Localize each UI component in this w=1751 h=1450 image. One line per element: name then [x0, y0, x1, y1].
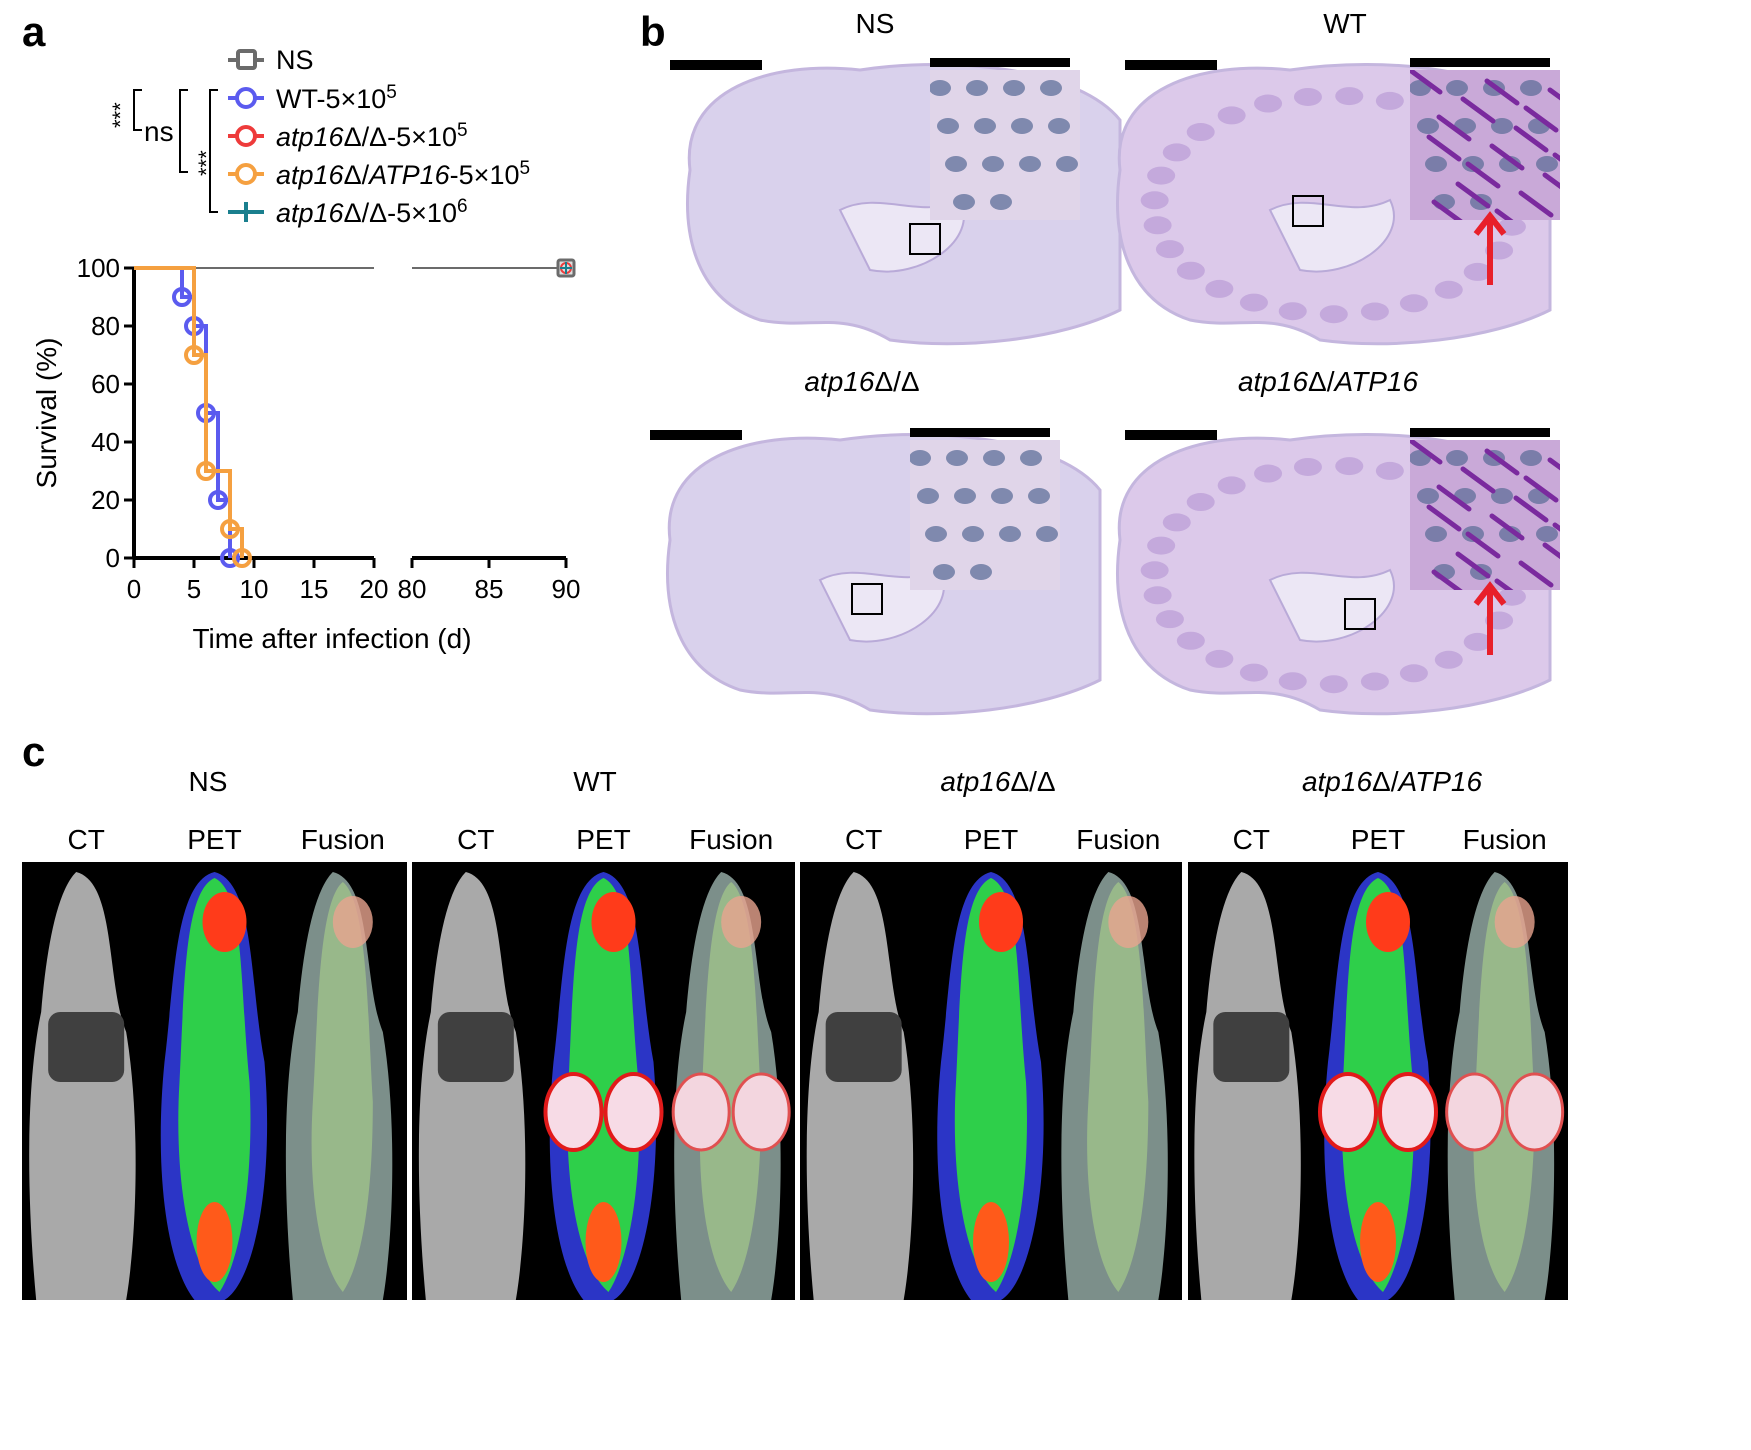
inset-scale-bar: [1410, 58, 1550, 67]
significance-ns: ns: [144, 116, 174, 147]
modality-label: PET: [1350, 824, 1406, 855]
modality-label: Fusion: [300, 824, 385, 855]
modality-label: PET: [963, 824, 1019, 855]
x-tick-label: 90: [552, 574, 581, 604]
modality-label: CT: [457, 824, 495, 855]
red-arrow-icon: [1473, 211, 1507, 285]
red-arrow-icon: [1473, 581, 1507, 655]
y-axis-label: Survival (%): [31, 338, 62, 489]
survival-chart: 0 20 40 60 80 100 0 5 10 15 20 80 85 90 Time after inf…: [31, 253, 581, 654]
x-tick-label: 10: [240, 574, 269, 604]
y-tick-label: 0: [106, 543, 120, 573]
legend-marker-icon: [228, 163, 264, 185]
legend-item: WT-5×105: [226, 80, 397, 116]
y-tick-label: 60: [91, 369, 120, 399]
x-tick-label: 15: [300, 574, 329, 604]
legend-marker-icon: [228, 87, 264, 109]
pet-group-title: NS: [188, 766, 228, 797]
y-tick-label: 40: [91, 427, 120, 457]
histology-title: NS: [855, 8, 895, 39]
x-tick-label: 5: [187, 574, 201, 604]
pet-ct-image: [1188, 862, 1568, 1300]
pet-ct-image: [22, 862, 407, 1300]
legend-marker-icon: [228, 125, 264, 147]
pet-group-title: WT: [573, 766, 617, 797]
modality-label: PET: [576, 824, 631, 855]
modality-label: Fusion: [689, 824, 774, 855]
modality-label: Fusion: [1462, 824, 1547, 855]
x-axis-label: Time after infection (d): [192, 623, 471, 654]
histology-title: atp16Δ/Δ: [804, 366, 920, 397]
legend-item: atp16Δ/Δ-5×106: [226, 194, 468, 230]
histology-inset-image: [1410, 440, 1560, 590]
data-point: [220, 519, 240, 539]
panel-label-a: a: [22, 8, 46, 55]
legend-item: atp16Δ/ATP16-5×105: [226, 156, 530, 192]
legend-label: atp16Δ/Δ-5×106: [276, 195, 468, 228]
significance-brackets: [133, 89, 218, 213]
x-tick-label: 85: [475, 574, 504, 604]
histology-title: atp16Δ/ATP16: [1237, 366, 1419, 397]
x-tick-label: 80: [398, 574, 427, 604]
significance-star-1: ***: [108, 102, 133, 128]
modality-label: CT: [1232, 824, 1270, 855]
data-point: [196, 461, 216, 481]
histology-title: WT: [1323, 8, 1367, 39]
legend-item: atp16Δ/Δ-5×105: [226, 118, 468, 154]
series-step-line: [134, 266, 244, 558]
pet-group-title: atp16Δ/ATP16: [1301, 766, 1483, 797]
scale-bar: [650, 430, 742, 440]
legend-marker-icon: [228, 202, 264, 222]
data-point: [208, 490, 228, 510]
legend-label: atp16Δ/ATP16-5×105: [276, 157, 531, 190]
x-tick-label: 20: [360, 574, 389, 604]
modality-label: PET: [187, 824, 242, 855]
panel-label-b: b: [640, 8, 666, 55]
significance-star-2: ***: [194, 150, 219, 176]
legend-label: NS: [276, 44, 314, 75]
inset-scale-bar: [930, 58, 1070, 67]
data-point: [172, 287, 192, 307]
data-point: [184, 345, 204, 365]
histology-inset-image: [930, 70, 1080, 220]
legend-item: NS: [226, 42, 314, 78]
y-tick-label: 100: [77, 253, 120, 283]
panel-label-c: c: [22, 728, 46, 775]
data-point: [232, 548, 252, 568]
scale-bar: [1125, 60, 1217, 70]
legend-label: WT-5×105: [276, 81, 397, 114]
modality-label: CT: [67, 824, 105, 855]
pet-ct-image: [412, 862, 795, 1300]
scale-bar: [1125, 430, 1217, 440]
histology-inset-image: [1410, 70, 1560, 220]
modality-label: CT: [845, 824, 883, 855]
legend-label: atp16Δ/Δ-5×105: [276, 119, 468, 152]
pet-ct-image: [800, 862, 1182, 1300]
x-tick-label: 0: [127, 574, 141, 604]
data-point: [220, 548, 240, 568]
scale-bar: [670, 60, 762, 70]
y-tick-label: 20: [91, 485, 120, 515]
modality-label: Fusion: [1076, 824, 1161, 855]
legend-marker-icon: [228, 49, 264, 70]
inset-scale-bar: [910, 428, 1050, 437]
histology-inset-image: [910, 440, 1060, 590]
pet-group-title: atp16Δ/Δ: [940, 766, 1056, 797]
y-tick-label: 80: [91, 311, 120, 341]
inset-scale-bar: [1410, 428, 1550, 437]
